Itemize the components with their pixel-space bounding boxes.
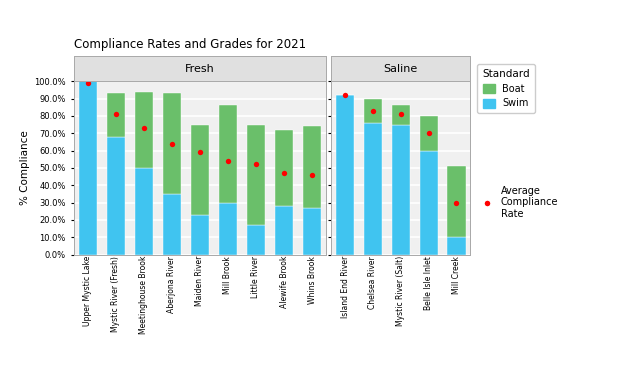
Text: D: D xyxy=(280,63,287,72)
Point xyxy=(166,141,177,146)
Bar xyxy=(107,137,125,255)
Bar xyxy=(420,116,438,151)
Bar xyxy=(219,106,237,203)
Bar xyxy=(134,92,153,168)
Bar xyxy=(247,225,265,255)
Bar xyxy=(191,124,209,215)
Point xyxy=(396,111,406,117)
Bar xyxy=(364,123,382,255)
Point xyxy=(251,162,261,168)
Point xyxy=(451,200,461,206)
Text: F: F xyxy=(454,63,459,72)
Bar xyxy=(392,106,410,124)
Point xyxy=(195,149,205,155)
Text: B+: B+ xyxy=(109,63,122,72)
Point xyxy=(368,108,378,114)
Point xyxy=(139,125,149,131)
Bar xyxy=(420,151,438,255)
Bar xyxy=(163,194,181,255)
Text: Saline: Saline xyxy=(384,63,418,74)
Text: B+: B+ xyxy=(366,63,380,72)
Text: B−: B− xyxy=(137,63,150,72)
Bar xyxy=(275,130,293,206)
Bar xyxy=(447,237,465,255)
Text: B+: B+ xyxy=(394,63,408,72)
Legend: Boat, Swim: Boat, Swim xyxy=(477,64,534,113)
Text: A+: A+ xyxy=(81,63,95,72)
Text: D+: D+ xyxy=(221,63,235,72)
Text: A: A xyxy=(342,63,348,72)
Point xyxy=(83,80,93,86)
Bar xyxy=(191,215,209,255)
Bar xyxy=(447,166,465,237)
Bar xyxy=(79,81,97,255)
Bar xyxy=(219,203,237,255)
Bar xyxy=(303,208,321,255)
Y-axis label: % Compliance: % Compliance xyxy=(20,131,30,205)
Text: D: D xyxy=(308,63,316,72)
Point xyxy=(424,130,434,136)
Point xyxy=(111,111,121,117)
Bar xyxy=(134,168,153,255)
Point xyxy=(279,170,289,176)
Text: B−: B− xyxy=(422,63,435,72)
Bar xyxy=(107,93,125,137)
Bar xyxy=(247,125,265,225)
Legend: Average
Compliance
Rate: Average Compliance Rate xyxy=(477,182,562,223)
Text: D+: D+ xyxy=(249,63,263,72)
Text: C−: C− xyxy=(193,63,207,72)
Text: Compliance Rates and Grades for 2021: Compliance Rates and Grades for 2021 xyxy=(74,38,306,51)
Bar xyxy=(364,99,382,123)
Text: C: C xyxy=(169,63,175,72)
Bar xyxy=(336,95,354,255)
Point xyxy=(307,172,317,178)
Bar xyxy=(392,124,410,255)
Bar xyxy=(163,93,181,194)
Point xyxy=(223,158,233,164)
Text: Fresh: Fresh xyxy=(185,63,215,74)
Point xyxy=(340,92,350,98)
Bar xyxy=(303,126,321,208)
Bar xyxy=(275,206,293,255)
